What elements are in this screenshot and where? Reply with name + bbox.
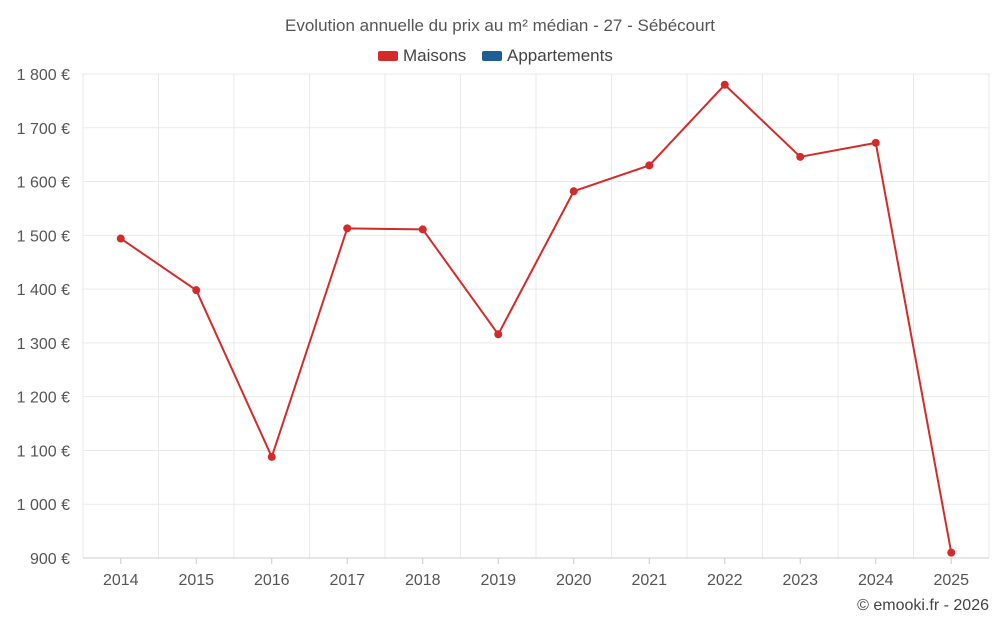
data-point-maisons-2022[interactable] [720, 80, 729, 89]
x-axis-ticks: 2014 2015 2016 2017 2018 2019 2020 2021 2022 2023… [103, 558, 969, 589]
y-tick-label: 1 300 € [17, 336, 70, 353]
data-point-maisons-2019[interactable] [494, 330, 503, 339]
x-tick-label: 2022 [707, 572, 743, 589]
x-tick-label: 2023 [782, 572, 818, 589]
x-tick-label: 2019 [480, 572, 516, 589]
data-point-maisons-2021[interactable] [645, 161, 654, 170]
series-line-maisons [120, 83, 953, 553]
grid-lines [82, 73, 990, 559]
data-point-maisons-2023[interactable] [796, 152, 805, 161]
data-point-maisons-2014[interactable] [116, 234, 125, 243]
legend-label-appartements: Appartements [507, 46, 613, 65]
x-tick-label: 2014 [103, 572, 139, 589]
x-tick-label: 2018 [405, 572, 441, 589]
y-tick-label: 1 400 € [17, 282, 70, 299]
x-tick-label: 2017 [329, 572, 365, 589]
y-tick-label: 1 100 € [17, 443, 70, 460]
y-tick-label: 1 800 € [17, 67, 70, 84]
x-tick-label: 2025 [933, 572, 969, 589]
data-point-maisons-2016[interactable] [267, 452, 276, 461]
series-layer [116, 80, 956, 557]
y-tick-label: 1 200 € [17, 390, 70, 407]
x-tick-label: 2024 [858, 572, 894, 589]
y-tick-label: 1 000 € [17, 497, 70, 514]
y-axis-ticks: 900 € 1 000 € 1 100 € 1 200 € 1 300 € 1 400 €… [17, 67, 70, 568]
y-tick-label: 1 500 € [17, 228, 70, 245]
data-point-maisons-2015[interactable] [192, 286, 201, 295]
data-point-maisons-2025[interactable] [947, 548, 956, 557]
y-tick-label: 1 600 € [17, 175, 70, 192]
credit-text: © emooki.fr - 2026 [857, 597, 989, 614]
data-point-maisons-2024[interactable] [871, 138, 880, 147]
legend-item-appartements[interactable]: Appartements [482, 46, 613, 65]
legend: Maisons Appartements [378, 46, 613, 65]
legend-swatch-maisons [378, 51, 398, 61]
x-tick-label: 2020 [556, 572, 592, 589]
data-point-maisons-2017[interactable] [343, 224, 352, 233]
chart-title: Evolution annuelle du prix au m² médian … [285, 16, 715, 35]
x-tick-label: 2021 [631, 572, 667, 589]
legend-label-maisons: Maisons [403, 46, 466, 65]
y-tick-label: 1 700 € [17, 121, 70, 138]
x-tick-label: 2015 [178, 572, 214, 589]
legend-item-maisons[interactable]: Maisons [378, 46, 466, 65]
legend-swatch-appartements [482, 51, 502, 61]
x-tick-label: 2016 [254, 572, 290, 589]
data-point-maisons-2018[interactable] [418, 225, 427, 234]
data-point-maisons-2020[interactable] [569, 187, 578, 196]
y-tick-label: 900 € [30, 551, 70, 568]
